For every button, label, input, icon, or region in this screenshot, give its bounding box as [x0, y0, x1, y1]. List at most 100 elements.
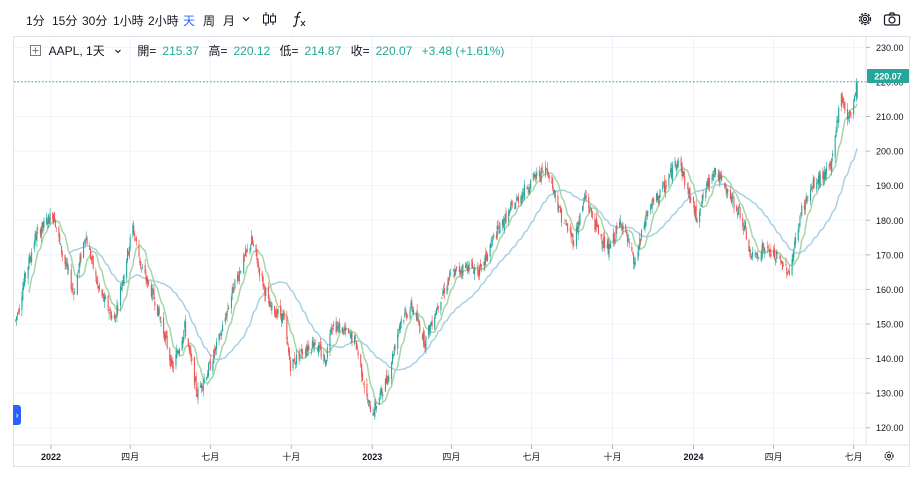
interval-1d[interactable]: 天 — [183, 14, 196, 28]
candle-body — [501, 220, 504, 225]
interval-1mo[interactable]: 月 — [223, 14, 236, 28]
candle-body — [307, 346, 309, 352]
candle-body — [117, 307, 119, 309]
candle-body — [775, 251, 777, 259]
candle-body — [757, 254, 759, 258]
y-tick-label: 190.00 — [876, 181, 904, 191]
candle-body — [425, 336, 427, 351]
candle-body — [187, 338, 189, 347]
candle-body — [368, 403, 370, 407]
chevron-down-icon[interactable] — [240, 13, 252, 25]
candle-body — [448, 277, 450, 281]
candle-body — [696, 218, 698, 222]
candle-body — [774, 258, 776, 262]
candle-body — [332, 328, 334, 330]
candle-body — [68, 269, 70, 270]
candle-body — [96, 277, 98, 284]
candle-body — [415, 313, 417, 317]
candle-body — [583, 197, 585, 200]
interval-2h[interactable]: 2小時 — [148, 14, 179, 28]
interval-1m[interactable]: 1分 — [26, 14, 45, 28]
candle-body — [151, 287, 153, 301]
candle-body — [60, 245, 63, 254]
candle-body — [207, 373, 209, 379]
candle-body — [805, 196, 807, 201]
candle-body — [158, 308, 160, 315]
candle-body — [102, 293, 104, 296]
candle-body — [178, 349, 181, 354]
candle-body — [243, 255, 245, 274]
candle-body — [126, 248, 129, 261]
candle-body — [836, 120, 838, 132]
candle-body — [841, 94, 843, 99]
candle-body — [86, 237, 88, 245]
gear-icon[interactable] — [884, 451, 894, 461]
candle-body — [762, 243, 764, 248]
candle-body — [219, 337, 221, 339]
candle-body — [416, 310, 418, 322]
candle-body — [612, 233, 614, 244]
candle-body — [536, 172, 538, 176]
candle-body — [479, 266, 481, 276]
candle-body — [380, 387, 382, 395]
interval-1w[interactable]: 周 — [203, 14, 216, 28]
candle-body — [596, 224, 599, 227]
candle-body — [683, 172, 685, 177]
x-tick-label: 七月 — [523, 452, 541, 462]
candle-body — [251, 236, 254, 244]
camera-icon[interactable] — [883, 10, 901, 28]
interval-15m[interactable]: 15分 — [52, 14, 78, 28]
expand-panel-button[interactable]: › — [13, 405, 21, 425]
candle-body — [584, 195, 586, 199]
candle-body — [330, 329, 332, 333]
candle-body — [659, 189, 661, 198]
candle-body — [631, 246, 633, 251]
candle-body — [263, 283, 265, 286]
candle-body — [104, 296, 107, 299]
candle-body — [387, 375, 389, 383]
candle-body — [172, 366, 174, 369]
candlestick-icon[interactable] — [260, 10, 278, 28]
candle-body — [301, 349, 303, 355]
candle-body — [293, 360, 295, 362]
symbol-label[interactable]: AAPL, 1天 — [48, 44, 105, 58]
interval-30m[interactable]: 30分 — [82, 14, 108, 28]
gear-icon[interactable] — [856, 10, 874, 28]
candle-body — [843, 104, 845, 105]
candle-body — [546, 168, 548, 172]
time-axis-settings[interactable] — [884, 451, 894, 461]
function-icon[interactable] — [290, 10, 308, 28]
candle-body — [573, 244, 575, 246]
candle-body — [398, 330, 400, 332]
time-axis: 2022 四月 七月 十月 2023 四月 七月 十月 2024 四月 七月 — [41, 445, 863, 462]
x-tick-label: 七月 — [845, 452, 863, 462]
candle-body — [240, 271, 242, 273]
candle-body — [576, 226, 578, 232]
candle-body — [817, 180, 819, 182]
interval-1h[interactable]: 1小時 — [113, 14, 144, 28]
candle-body — [830, 161, 832, 169]
candle-body — [454, 269, 456, 276]
candle-body — [714, 168, 717, 175]
candle-body — [410, 302, 412, 307]
candle-body — [113, 314, 115, 319]
candle-body — [343, 329, 345, 331]
candle-body — [369, 405, 372, 412]
chevron-down-icon[interactable] — [114, 47, 122, 55]
candle-body — [23, 282, 25, 289]
candle-body — [718, 172, 720, 181]
candle-body — [339, 322, 341, 333]
expand-legend-icon[interactable] — [30, 45, 41, 56]
candle-body — [246, 249, 248, 251]
candle-body — [670, 168, 673, 178]
y-tick-label: 150.00 — [876, 319, 904, 329]
candle-body — [183, 330, 185, 339]
candle-body — [835, 130, 837, 138]
candle-body — [238, 271, 240, 282]
candle-body — [406, 316, 408, 317]
candle-body — [627, 238, 629, 241]
candle-body — [126, 261, 128, 278]
candle-body — [428, 325, 430, 334]
candle-body — [251, 236, 253, 245]
